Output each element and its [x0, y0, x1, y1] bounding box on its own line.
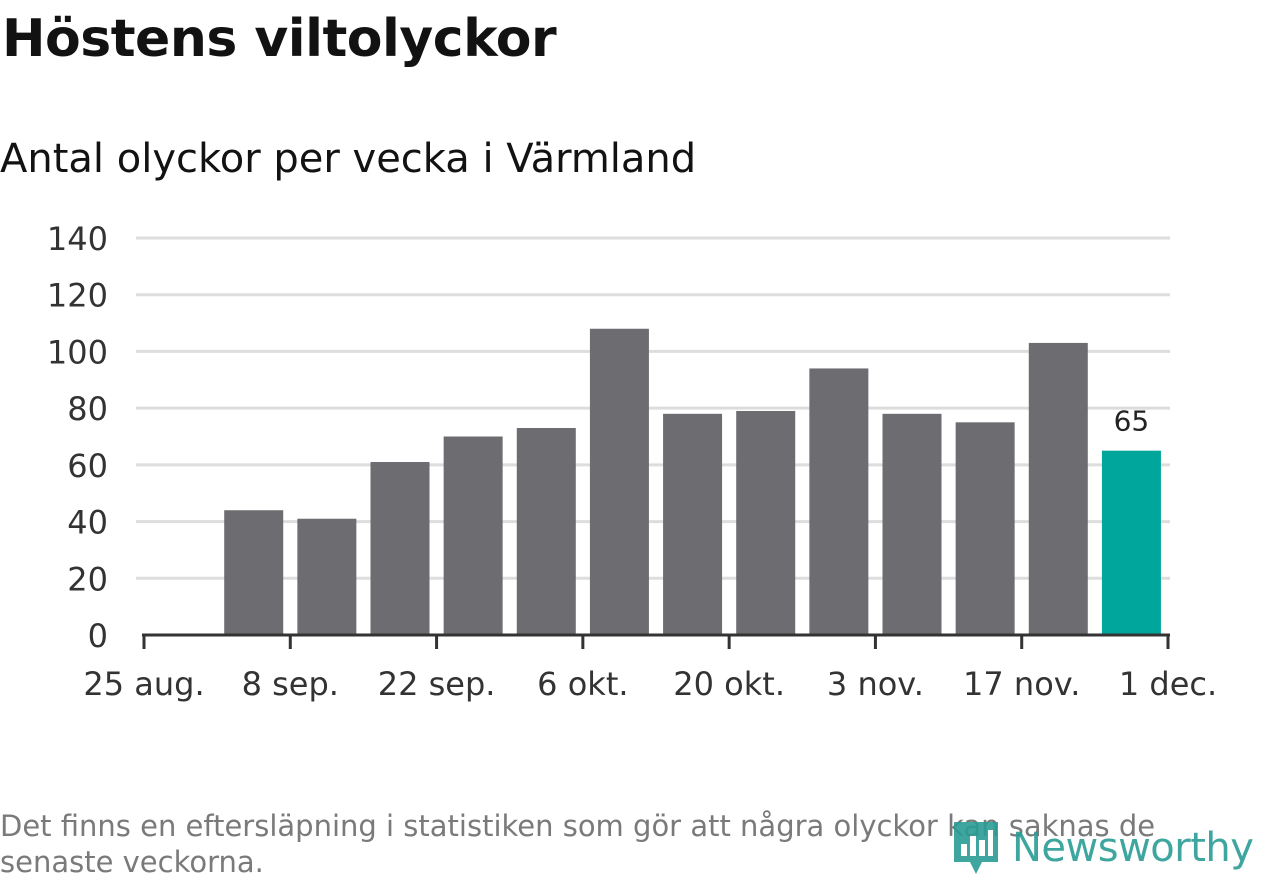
y-tick-label-100: 100	[47, 333, 108, 371]
x-tick-label-2: 22 sep.	[378, 665, 496, 703]
gridlines	[136, 236, 1170, 580]
bar-v.42	[663, 413, 723, 635]
bar-v.47	[1028, 342, 1088, 635]
bar-v.37	[297, 518, 357, 635]
bar-v.46	[955, 422, 1015, 635]
x-tick-label-6: 17 nov.	[963, 665, 1080, 703]
bar-v.38	[370, 462, 430, 635]
y-tick-label-80: 80	[67, 390, 108, 428]
logo-text: Newsworthy	[1012, 825, 1254, 871]
value-label-highlight: 65	[1114, 405, 1150, 438]
x-axis-tick-labels: 25 aug. 8 sep. 22 sep. 6 okt. 20 okt. 3 nov. 1…	[83, 665, 1217, 703]
x-tick-label-5: 3 nov.	[827, 665, 924, 703]
x-tick-label-0: 25 aug.	[83, 665, 204, 703]
x-tick-label-3: 6 okt.	[537, 665, 628, 703]
y-tick-label-0: 0	[88, 617, 108, 655]
newsworthy-logo: Newsworthy	[950, 818, 1254, 878]
x-tick-label-4: 20 okt.	[673, 665, 785, 703]
bar-v.41	[589, 328, 649, 635]
bar-v.40	[516, 427, 576, 635]
bar-v.48	[1101, 450, 1161, 635]
bar-v.44	[809, 368, 869, 635]
bar-chart-pin-icon	[954, 822, 998, 874]
y-tick-label-20: 20	[67, 560, 108, 598]
bar-v.39	[443, 436, 503, 635]
bar-chart: 0 20 40 60 80 100 120 140 25 aug. 8 sep. 22 sep. 6…	[47, 220, 1217, 703]
y-axis-tick-labels: 0 20 40 60 80 100 120 140	[47, 220, 108, 655]
bar-v.36	[224, 510, 284, 635]
chart-subtitle: Antal olyckor per vecka i Värmland	[0, 136, 697, 182]
bar-v.43	[736, 410, 796, 635]
y-tick-label-40: 40	[67, 504, 108, 542]
y-tick-label-120: 120	[47, 277, 108, 315]
x-tick-label-1: 8 sep.	[242, 665, 339, 703]
x-tick-label-7: 1 dec.	[1119, 665, 1217, 703]
annotations: 65	[1114, 405, 1150, 438]
chart-title: Höstens viltolyckor	[2, 9, 557, 69]
bar-v.45	[882, 413, 942, 635]
bars	[224, 328, 1161, 635]
x-axis	[142, 633, 1170, 649]
y-tick-label-60: 60	[67, 447, 108, 485]
y-tick-label-140: 140	[47, 220, 108, 258]
